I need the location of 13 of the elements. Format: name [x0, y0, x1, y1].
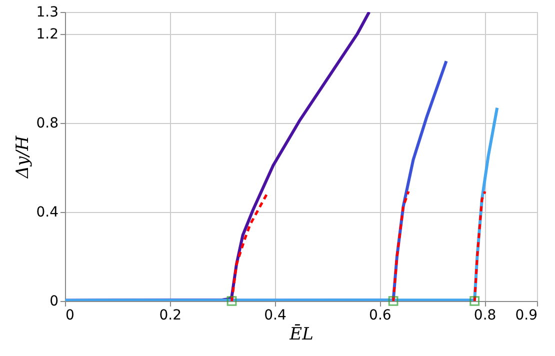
x-tick-label: 0.6 [369, 308, 392, 324]
x-tick-label: 0.9 [515, 308, 538, 324]
y-tick-label: 1.2 [36, 26, 58, 43]
x-tick-label: 0.2 [159, 308, 182, 324]
y-axis-title: Δy/H [13, 134, 34, 180]
x-tick-label: 0.4 [264, 308, 286, 324]
y-tick-label: 1.3 [36, 4, 58, 20]
y-tick-label: 0 [50, 294, 58, 310]
x-axis-title: ĒL [288, 324, 314, 344]
x-tick-label: 0 [66, 308, 74, 324]
y-tick-label: 0.8 [36, 116, 58, 132]
x-tick-label: 0.8 [474, 308, 496, 324]
y-tick-label: 0.4 [36, 204, 59, 221]
